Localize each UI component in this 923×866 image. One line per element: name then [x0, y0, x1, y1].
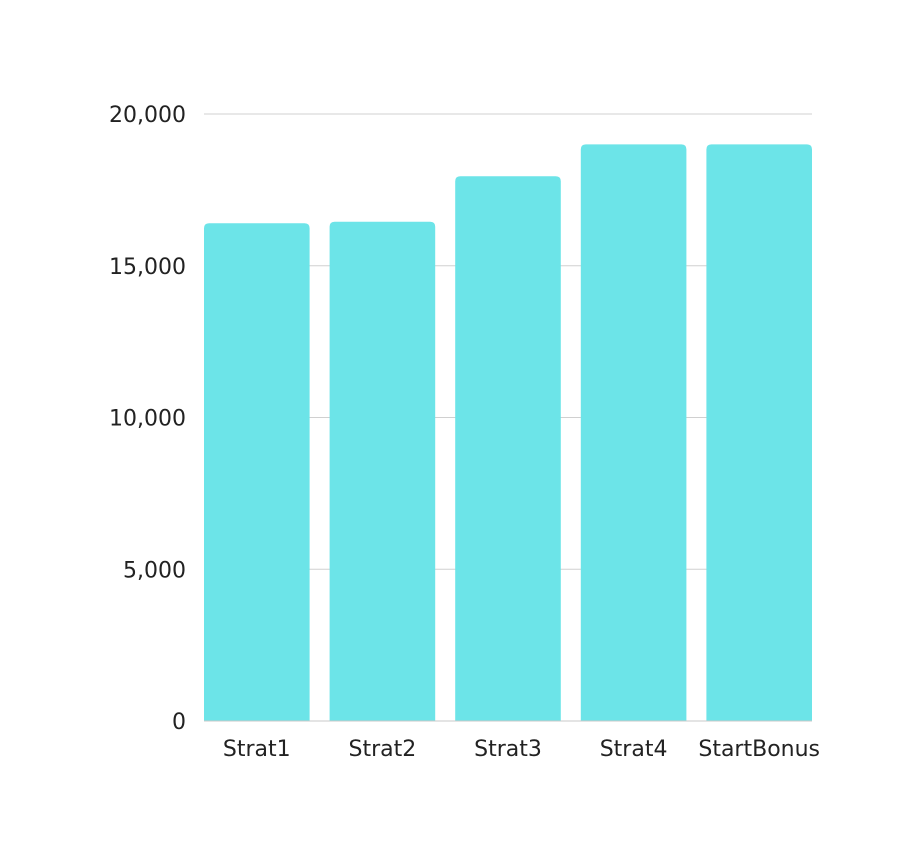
y-tick-label: 0	[172, 710, 186, 735]
y-tick-label: 15,000	[109, 255, 186, 280]
x-tick-label: Strat2	[349, 737, 417, 762]
x-tick-label: Strat3	[474, 737, 542, 762]
bar-strat2	[329, 221, 436, 721]
bar-startbonus	[706, 144, 812, 722]
bars	[204, 144, 812, 722]
y-tick-label: 10,000	[109, 407, 186, 432]
bar-strat3	[455, 176, 561, 721]
x-axis-tick-labels: Strat1 Strat2 Strat3 Strat4 StartBonus	[223, 737, 820, 762]
y-axis-tick-labels: 0 5,000 10,000 15,000 20,000	[109, 103, 186, 735]
x-tick-label: Strat1	[223, 737, 291, 762]
x-tick-label: StartBonus	[698, 737, 820, 762]
y-tick-label: 5,000	[123, 558, 186, 583]
y-tick-label: 20,000	[109, 103, 186, 128]
x-tick-label: Strat4	[600, 737, 668, 762]
bar-strat4	[580, 144, 687, 722]
bar-strat1	[204, 223, 310, 721]
